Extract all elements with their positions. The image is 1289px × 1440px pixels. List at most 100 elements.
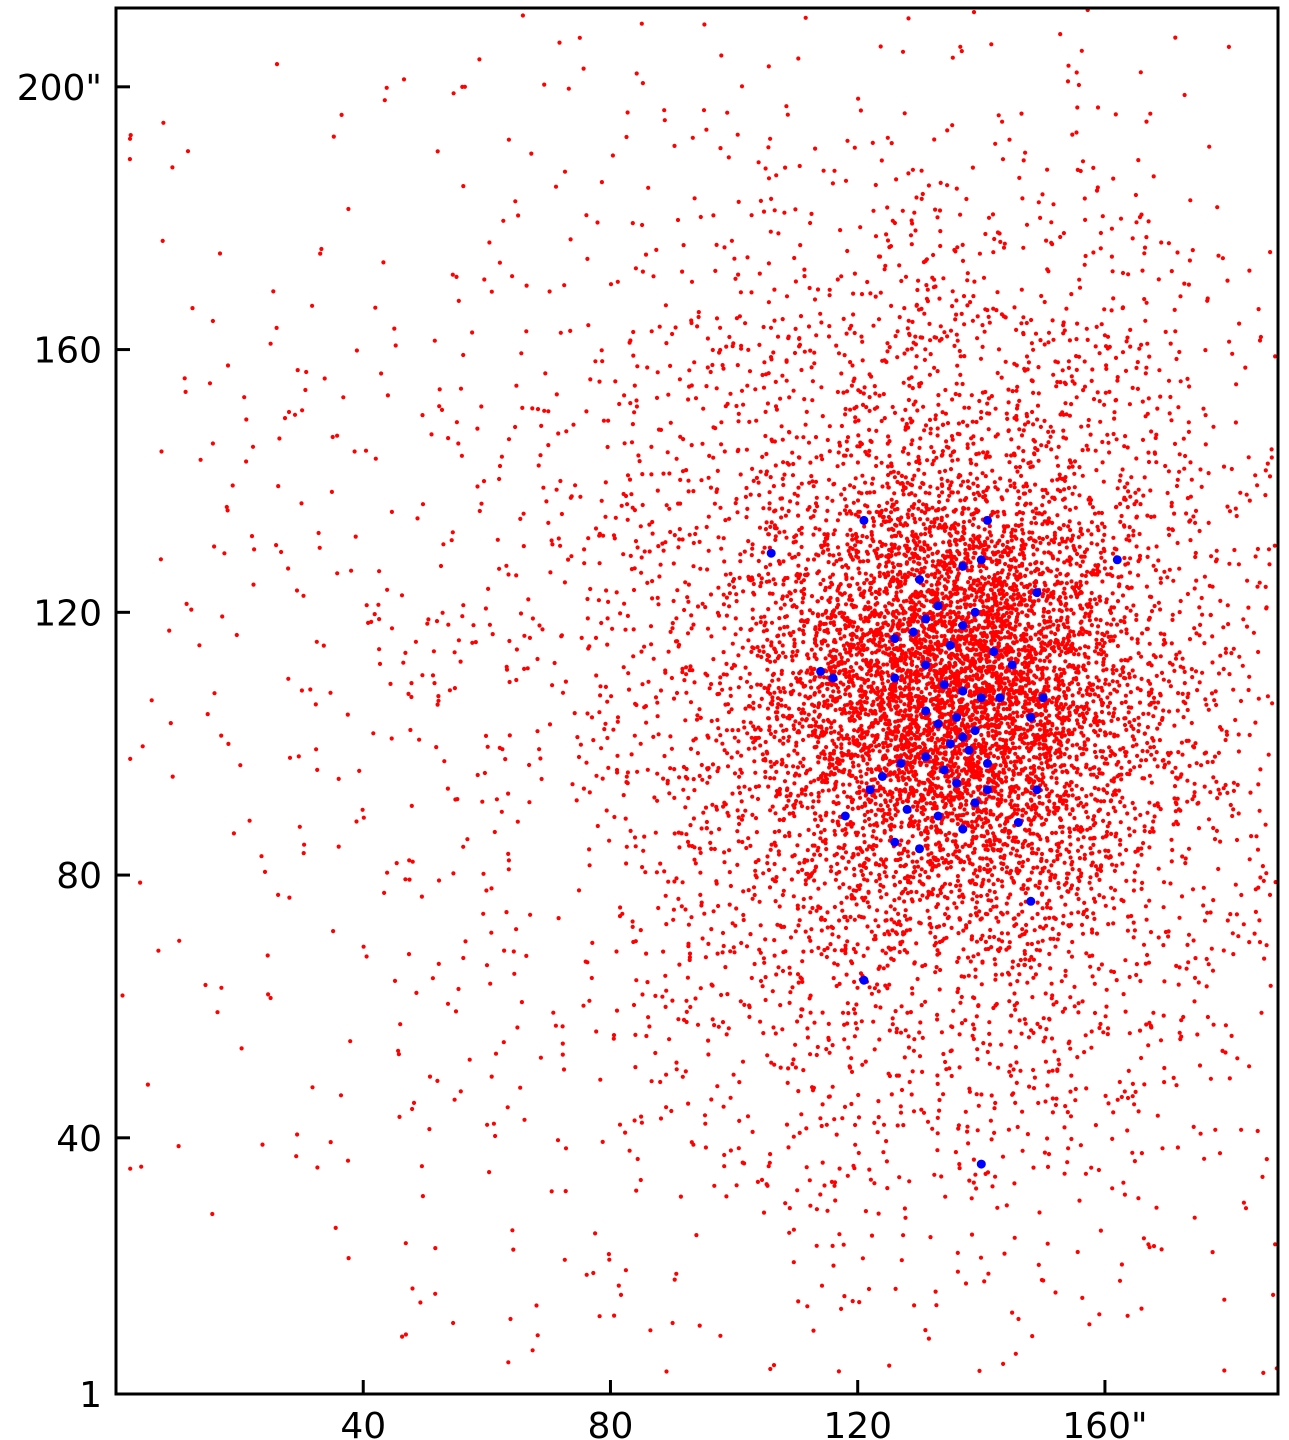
red-point bbox=[799, 367, 804, 373]
red-point bbox=[813, 526, 818, 531]
red-point bbox=[1048, 619, 1053, 624]
red-point bbox=[979, 982, 984, 987]
red-point bbox=[808, 1052, 813, 1057]
red-point bbox=[1035, 865, 1040, 870]
red-point bbox=[736, 653, 741, 658]
red-point bbox=[953, 842, 958, 847]
red-point bbox=[891, 597, 896, 602]
red-point bbox=[1234, 513, 1239, 519]
red-point bbox=[946, 540, 952, 545]
red-point bbox=[822, 827, 827, 833]
red-point bbox=[1062, 586, 1067, 591]
red-point bbox=[874, 879, 879, 884]
red-point bbox=[692, 857, 697, 862]
red-point bbox=[1138, 688, 1143, 693]
red-point bbox=[913, 649, 919, 655]
red-point bbox=[1011, 545, 1016, 550]
red-point bbox=[796, 485, 801, 490]
red-point bbox=[1077, 724, 1082, 729]
red-point bbox=[764, 520, 769, 525]
red-point bbox=[1012, 916, 1017, 921]
red-point bbox=[962, 322, 967, 327]
red-point bbox=[992, 480, 997, 485]
red-point bbox=[846, 859, 851, 864]
red-point bbox=[958, 883, 963, 888]
red-point bbox=[1208, 790, 1213, 795]
red-point bbox=[892, 533, 897, 538]
red-point bbox=[707, 774, 712, 780]
red-point bbox=[912, 819, 918, 824]
red-point bbox=[1084, 710, 1089, 716]
red-point bbox=[990, 615, 996, 621]
red-point bbox=[897, 949, 902, 955]
red-point bbox=[936, 640, 941, 646]
red-point bbox=[855, 942, 860, 947]
red-point bbox=[862, 524, 867, 529]
red-point bbox=[485, 744, 490, 749]
red-point bbox=[816, 760, 821, 765]
red-point bbox=[1008, 802, 1013, 807]
red-point bbox=[780, 437, 785, 442]
red-point bbox=[978, 581, 983, 586]
red-point bbox=[911, 686, 916, 691]
red-point bbox=[1068, 855, 1073, 860]
red-point bbox=[1072, 633, 1077, 638]
red-point bbox=[743, 665, 748, 670]
red-point bbox=[1026, 644, 1031, 649]
red-point bbox=[1031, 552, 1036, 557]
red-point bbox=[930, 551, 935, 557]
red-point bbox=[824, 847, 829, 852]
red-point bbox=[930, 697, 935, 702]
red-point bbox=[1035, 667, 1040, 672]
red-point bbox=[1031, 544, 1036, 550]
red-point bbox=[852, 620, 857, 625]
red-point bbox=[1124, 627, 1129, 632]
red-point bbox=[989, 859, 994, 864]
red-point bbox=[1092, 981, 1097, 986]
red-point bbox=[887, 1363, 892, 1368]
red-point bbox=[1136, 487, 1141, 492]
red-point bbox=[928, 352, 933, 357]
red-point bbox=[932, 668, 937, 673]
red-point bbox=[934, 582, 940, 587]
red-point bbox=[864, 847, 870, 852]
red-point bbox=[753, 816, 759, 821]
red-point bbox=[884, 768, 889, 773]
red-point bbox=[1179, 1018, 1184, 1023]
red-point bbox=[997, 770, 1002, 775]
red-point bbox=[989, 716, 995, 722]
red-point bbox=[812, 878, 817, 883]
red-point bbox=[1024, 745, 1030, 750]
red-point bbox=[1148, 488, 1153, 493]
red-point bbox=[817, 755, 822, 760]
red-point bbox=[913, 800, 918, 805]
red-point bbox=[1105, 630, 1110, 635]
red-point bbox=[718, 146, 723, 151]
red-point bbox=[1128, 556, 1133, 561]
red-point bbox=[1012, 556, 1017, 561]
red-point bbox=[795, 751, 800, 756]
red-point bbox=[1044, 666, 1049, 671]
red-point bbox=[956, 634, 961, 639]
red-point bbox=[1079, 619, 1084, 624]
red-point bbox=[1036, 847, 1041, 852]
red-point bbox=[758, 743, 763, 748]
red-point bbox=[1072, 652, 1077, 657]
red-point bbox=[894, 590, 899, 595]
red-point bbox=[823, 656, 828, 661]
red-point bbox=[836, 736, 841, 742]
red-point bbox=[1000, 550, 1005, 555]
red-point bbox=[888, 778, 893, 783]
red-point bbox=[1045, 805, 1050, 810]
red-point bbox=[1175, 540, 1180, 546]
red-point bbox=[820, 612, 825, 617]
red-point bbox=[1109, 634, 1114, 639]
red-point bbox=[848, 756, 854, 761]
red-point bbox=[1255, 1128, 1260, 1134]
red-point bbox=[818, 581, 823, 587]
red-point bbox=[1087, 681, 1092, 686]
red-point bbox=[991, 904, 996, 909]
red-point bbox=[945, 906, 950, 911]
red-point bbox=[837, 652, 843, 657]
red-point bbox=[875, 780, 880, 786]
